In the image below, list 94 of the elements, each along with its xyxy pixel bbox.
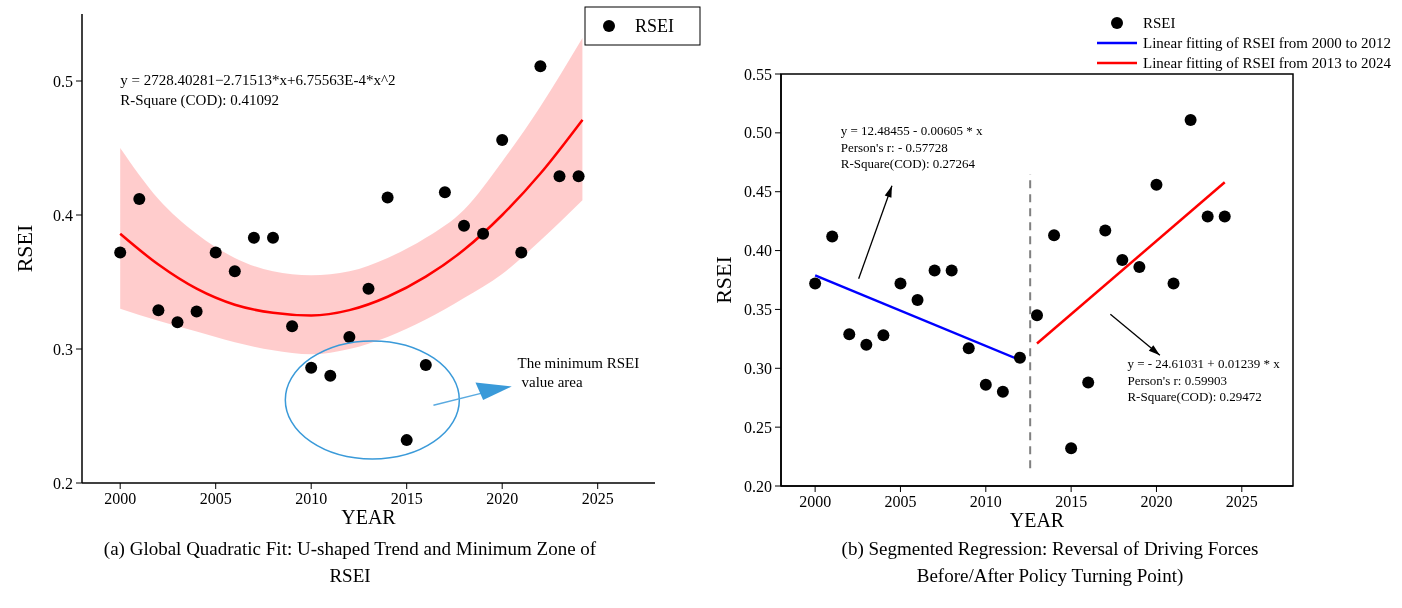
y-tick-label: 0.3 xyxy=(53,340,73,358)
point xyxy=(809,277,822,290)
point xyxy=(133,192,146,205)
point xyxy=(1048,229,1061,242)
point xyxy=(962,342,975,355)
annotation: Person's r: 0.59903 xyxy=(1127,372,1227,388)
point xyxy=(1082,376,1095,389)
x-tick-label: 2005 xyxy=(884,493,917,510)
point xyxy=(458,219,470,232)
y-tick-label: 0.55 xyxy=(744,65,772,83)
point xyxy=(1150,178,1163,191)
point xyxy=(928,264,941,277)
annotation: R-Square(COD): 0.29472 xyxy=(1127,389,1262,405)
y-tick-label: 0.35 xyxy=(744,301,772,319)
x-tick-label: 2015 xyxy=(390,490,423,507)
point xyxy=(979,378,992,391)
point xyxy=(1116,253,1129,266)
point xyxy=(1184,113,1197,126)
y-tick-label: 0.2 xyxy=(53,474,73,492)
y-axis-title: RSEI xyxy=(12,224,37,273)
x-tick-label: 2020 xyxy=(486,490,519,507)
point xyxy=(553,170,566,183)
point xyxy=(843,328,856,341)
point xyxy=(1133,261,1146,274)
point xyxy=(190,305,203,318)
annotation: The minimum RSEI value area xyxy=(517,354,640,391)
point xyxy=(860,338,873,351)
point xyxy=(286,320,299,333)
point xyxy=(438,186,451,199)
text: (b) Segmented Regression: Reversal of Driving Forces Before/After Policy Turning Point) xyxy=(841,538,1259,587)
y-tick-label: 0.45 xyxy=(744,183,772,201)
y-tick-label: 0.20 xyxy=(744,477,772,495)
line-series xyxy=(118,118,584,317)
x-tick-label: 2000 xyxy=(799,493,832,510)
point xyxy=(209,246,222,259)
point xyxy=(400,434,413,447)
annotation: Person's r: - 0.57728 xyxy=(840,139,948,155)
point xyxy=(1201,210,1214,223)
point xyxy=(228,265,241,278)
point xyxy=(1013,351,1026,364)
y-tick-label: 0.50 xyxy=(744,124,772,142)
point xyxy=(1031,309,1043,322)
legend-label: RSEI xyxy=(1143,15,1176,32)
point xyxy=(894,277,907,290)
y-tick-label: 0.5 xyxy=(53,72,73,90)
annotation: y = - 24.61031 + 0.01239 * x xyxy=(1127,356,1281,372)
y-tick-label: 0.40 xyxy=(744,242,772,260)
x-tick-label: 2010 xyxy=(295,490,328,507)
point xyxy=(419,359,432,372)
y-tick-label: 0.4 xyxy=(53,206,73,224)
point xyxy=(826,230,839,243)
point xyxy=(1218,210,1231,223)
x-tick-label: 2015 xyxy=(1055,493,1088,510)
x-axis-title: YEAR xyxy=(341,506,397,528)
point xyxy=(911,294,924,307)
x-tick-label: 2005 xyxy=(199,490,232,507)
x-axis-title: YEAR xyxy=(1009,509,1065,531)
point xyxy=(996,385,1009,398)
point xyxy=(945,264,958,277)
point xyxy=(305,361,318,374)
point xyxy=(477,227,490,240)
x-tick-label: 2000 xyxy=(104,490,137,507)
point xyxy=(1099,224,1112,237)
point xyxy=(152,304,165,317)
point xyxy=(171,316,184,329)
x-tick-label: 2025 xyxy=(1225,493,1258,510)
y-tick-label: 0.25 xyxy=(744,418,772,436)
x-tick-label: 2025 xyxy=(581,490,614,507)
annotation: y = 12.48455 - 0.00605 * x xyxy=(840,123,983,139)
point xyxy=(1167,277,1180,290)
annotation: R-Square(COD): 0.27264 xyxy=(840,156,976,172)
point xyxy=(515,246,528,259)
text: (a) Global Quadratic Fit: U-shaped Trend and Minimum Zone of RSEI xyxy=(103,538,597,586)
annotation: y = 2728.40281−2.71513*x+6.75563E-4*x^2 xyxy=(120,72,396,89)
point xyxy=(877,329,890,342)
point xyxy=(247,231,260,244)
point xyxy=(1065,442,1078,455)
legend-label: RSEI xyxy=(635,16,675,37)
point xyxy=(343,330,356,343)
point xyxy=(496,133,509,146)
y-axis-title: RSEI xyxy=(711,256,736,304)
legend-label: Linear fitting of RSEI from 2000 to 2012 xyxy=(1143,35,1391,52)
point xyxy=(534,60,547,73)
point xyxy=(267,231,279,244)
x-tick-label: 2010 xyxy=(969,493,1002,510)
legend-label: Linear fitting of RSEI from 2013 to 2024 xyxy=(1143,55,1392,72)
point xyxy=(324,369,337,382)
y-tick-label: 0.30 xyxy=(744,359,772,377)
annotation: R-Square (COD): 0.41092 xyxy=(120,92,279,110)
point xyxy=(114,246,127,259)
point xyxy=(381,191,394,204)
point xyxy=(362,282,375,295)
point xyxy=(572,170,585,183)
x-tick-label: 2020 xyxy=(1140,493,1173,510)
